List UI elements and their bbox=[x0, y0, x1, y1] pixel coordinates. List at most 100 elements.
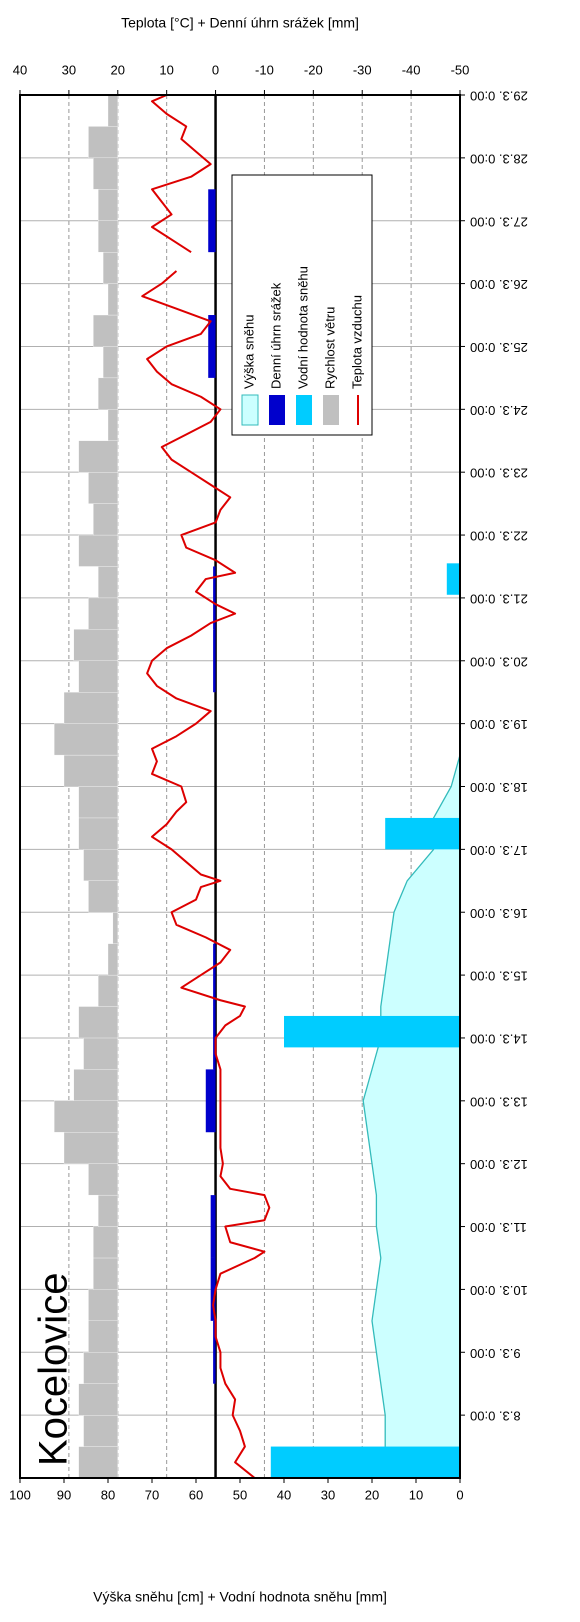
y-tick-label: 80 bbox=[101, 1487, 115, 1502]
bar bbox=[78, 1383, 118, 1416]
legend-label: Rychlost větru bbox=[322, 307, 337, 389]
x-tick-label: 29.3. 0:00 bbox=[470, 89, 528, 104]
y-tick-label: 70 bbox=[145, 1487, 159, 1502]
bar bbox=[78, 440, 118, 473]
bar bbox=[88, 1320, 118, 1353]
rotated-frame: 8.3. 0:00 9.3. 0:00 10.3. 0:00 11.3. 0:00 12… bbox=[9, 15, 528, 1605]
bar bbox=[78, 660, 118, 693]
legend-label: Výška sněhu bbox=[241, 315, 256, 389]
bar bbox=[213, 629, 216, 693]
bar bbox=[107, 94, 118, 127]
x-tick-label: 13.3. 0:00 bbox=[470, 1094, 528, 1109]
bar bbox=[93, 1226, 118, 1259]
snow-line bbox=[362, 754, 461, 1478]
legend-symbol bbox=[269, 395, 285, 425]
bar bbox=[213, 566, 216, 630]
bar bbox=[284, 1015, 460, 1048]
bar bbox=[93, 157, 118, 190]
bar bbox=[98, 974, 118, 1007]
bar bbox=[63, 754, 118, 787]
bar bbox=[107, 283, 118, 316]
y-tick-label: 10 bbox=[409, 1487, 423, 1502]
bar bbox=[88, 472, 118, 504]
bar bbox=[88, 1163, 118, 1196]
x-tick-label: 24.3. 0:00 bbox=[470, 403, 528, 418]
x-tick-label: 17.3. 0:00 bbox=[470, 843, 528, 858]
x-tick-label: 28.3. 0:00 bbox=[470, 151, 528, 166]
bar bbox=[98, 1194, 118, 1227]
bar bbox=[83, 1414, 118, 1447]
bar bbox=[93, 503, 118, 536]
bar bbox=[88, 1289, 118, 1321]
x-tick-label: 27.3. 0:00 bbox=[470, 214, 528, 229]
x-tick-label: 25.3. 0:00 bbox=[470, 340, 528, 355]
bar bbox=[78, 1006, 118, 1039]
x-tick-label: 21.3. 0:00 bbox=[470, 591, 528, 606]
bar bbox=[73, 629, 118, 661]
bar bbox=[107, 409, 118, 441]
bar bbox=[208, 189, 216, 253]
legend-label: Teplota vzduchu bbox=[349, 295, 364, 389]
bar bbox=[63, 1132, 118, 1164]
legend-label: Vodní hodnota sněhu bbox=[295, 266, 310, 389]
y-tick-label: 20 bbox=[365, 1487, 379, 1502]
legend-symbol bbox=[296, 395, 312, 425]
bar bbox=[83, 1352, 118, 1384]
bar bbox=[102, 346, 118, 379]
y2-tick-label: -30 bbox=[353, 62, 372, 77]
bar bbox=[54, 723, 118, 756]
legend-symbol bbox=[323, 395, 339, 425]
bar bbox=[78, 534, 118, 567]
bar bbox=[107, 943, 118, 976]
plot-border bbox=[19, 94, 461, 1479]
y-tick-label: 30 bbox=[321, 1487, 335, 1502]
x-tick-label: 11.3. 0:00 bbox=[470, 1220, 527, 1235]
y2-tick-label: 0 bbox=[212, 62, 219, 77]
bar bbox=[78, 817, 118, 850]
y-axis-label: Výška sněhu [cm] + Vodní hodnota sněhu [… bbox=[93, 1589, 387, 1605]
bar bbox=[210, 1195, 216, 1258]
bar bbox=[98, 377, 118, 410]
y2-tick-label: -40 bbox=[402, 62, 421, 77]
y2-tick-label: 10 bbox=[159, 62, 173, 77]
x-tick-label: 9.3. 0:00 bbox=[470, 1346, 521, 1361]
y2-axis-label: Teplota [°C] + Denní úhrn srážek [mm] bbox=[121, 15, 359, 31]
bar bbox=[385, 817, 461, 850]
y-tick-label: 0 bbox=[456, 1487, 463, 1502]
bar bbox=[93, 314, 118, 347]
bar bbox=[98, 220, 118, 253]
bar bbox=[83, 849, 118, 881]
y2-tick-label: 20 bbox=[111, 62, 125, 77]
x-tick-label: 19.3. 0:00 bbox=[470, 717, 528, 732]
y-tick-label: 100 bbox=[9, 1487, 31, 1502]
snow-area bbox=[363, 755, 460, 1478]
bar bbox=[213, 943, 216, 1007]
bar bbox=[102, 252, 118, 284]
x-tick-label: 10.3. 0:00 bbox=[470, 1283, 528, 1298]
bar bbox=[83, 1037, 118, 1070]
bar bbox=[63, 692, 118, 724]
y2-tick-label: -20 bbox=[304, 62, 323, 77]
bar bbox=[270, 1446, 460, 1478]
bar bbox=[208, 315, 216, 378]
y2-tick-label: -10 bbox=[255, 62, 274, 77]
temperature-line bbox=[141, 94, 271, 1479]
bar bbox=[73, 1069, 118, 1101]
x-tick-label: 8.3. 0:00 bbox=[470, 1409, 521, 1424]
bar bbox=[112, 912, 118, 944]
x-tick-label: 26.3. 0:00 bbox=[470, 277, 528, 292]
y2-tick-label: 30 bbox=[62, 62, 76, 77]
y-tick-label: 90 bbox=[57, 1487, 71, 1502]
bar bbox=[93, 1257, 118, 1290]
x-tick-label: 14.3. 0:00 bbox=[470, 1032, 528, 1047]
bar bbox=[210, 1257, 216, 1321]
y2-tick-label: 40 bbox=[13, 62, 27, 77]
bar bbox=[78, 1446, 118, 1479]
legend-box bbox=[231, 174, 373, 436]
x-tick-label: 20.3. 0:00 bbox=[470, 654, 528, 669]
bar bbox=[88, 126, 118, 159]
y-tick-label: 60 bbox=[189, 1487, 203, 1502]
x-tick-label: 22.3. 0:00 bbox=[470, 529, 528, 544]
